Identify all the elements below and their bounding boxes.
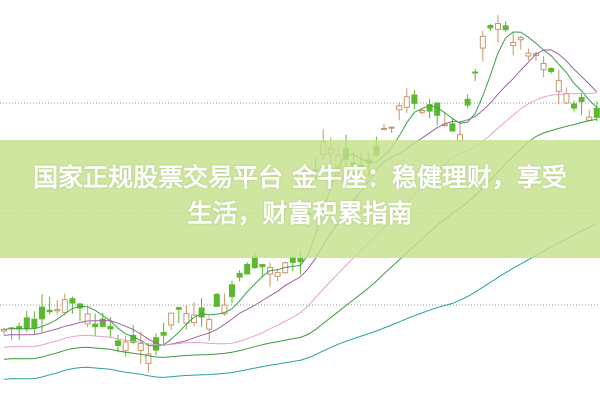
candle-up — [419, 110, 425, 113]
candle-up — [54, 309, 61, 312]
candle-down — [426, 104, 433, 112]
candle-down — [175, 307, 182, 310]
candle-down — [297, 257, 304, 263]
candle-down — [593, 107, 600, 118]
candle-down — [198, 307, 205, 318]
candle-up — [555, 79, 562, 92]
candle-down — [578, 97, 585, 102]
candle-down — [571, 103, 577, 109]
headline-band — [0, 140, 600, 258]
candle-down — [130, 334, 137, 343]
candle-up — [61, 299, 68, 313]
ma-line-longest — [3, 223, 598, 380]
candle-down — [472, 71, 479, 74]
candle-up — [274, 272, 281, 277]
candle-down — [236, 272, 243, 278]
candle-down — [213, 293, 220, 307]
candle-up — [122, 341, 129, 352]
candle-up — [221, 304, 228, 315]
candle-up — [388, 126, 395, 129]
candle-up — [510, 41, 517, 47]
candle-up — [84, 313, 91, 325]
headline: 国家正规股票交易平台 金牛座：稳健理财，享受 生活，财富积累指南 — [0, 160, 600, 232]
candle-up — [168, 312, 175, 326]
candle-up — [517, 37, 524, 41]
candle-down — [92, 323, 99, 328]
candle-down — [107, 326, 114, 330]
candle-up — [191, 314, 197, 324]
candle-down — [39, 306, 45, 320]
candle-down — [548, 67, 555, 72]
candle-up — [403, 96, 410, 108]
ma-line-long — [3, 92, 597, 348]
candle-up — [525, 52, 532, 57]
candle-up — [145, 353, 152, 364]
candle-down — [46, 309, 53, 313]
candle-down — [251, 256, 258, 269]
candle-down — [229, 284, 235, 297]
candle-down — [244, 264, 251, 275]
candle-up — [479, 35, 486, 49]
candle-up — [381, 127, 387, 130]
candle-down — [464, 98, 471, 106]
candle-down — [502, 25, 509, 31]
candle-up — [137, 343, 144, 352]
candle-up — [396, 105, 403, 111]
ma-line-mid — [3, 49, 598, 346]
candle-up — [586, 116, 593, 121]
candle-down — [411, 94, 418, 104]
candle-down — [259, 264, 266, 268]
headline-line-2: 生活，财富积累指南 — [187, 199, 413, 228]
candle-down — [69, 298, 76, 304]
candle-up — [183, 313, 190, 324]
candle-down — [487, 25, 494, 29]
candle-up — [540, 62, 547, 71]
candle-down — [23, 317, 30, 330]
candle-up — [495, 23, 501, 30]
candle-down — [449, 123, 456, 132]
candle-down — [99, 318, 106, 327]
candle-up — [206, 319, 213, 330]
candle-down — [115, 340, 121, 346]
candle-down — [289, 256, 296, 263]
candle-down — [31, 318, 38, 329]
candle-up — [563, 93, 570, 104]
headline-line-1: 国家正规股票交易平台 金牛座：稳健理财，享受 — [33, 163, 567, 192]
ma-line-short — [3, 31, 598, 347]
candle-down — [160, 331, 167, 336]
